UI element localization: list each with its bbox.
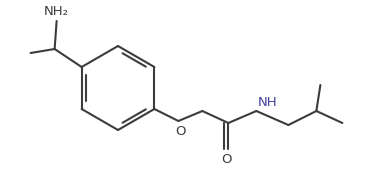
Text: NH₂: NH₂ [44,5,69,18]
Text: O: O [175,125,186,138]
Text: O: O [221,153,232,166]
Text: NH: NH [257,96,277,109]
